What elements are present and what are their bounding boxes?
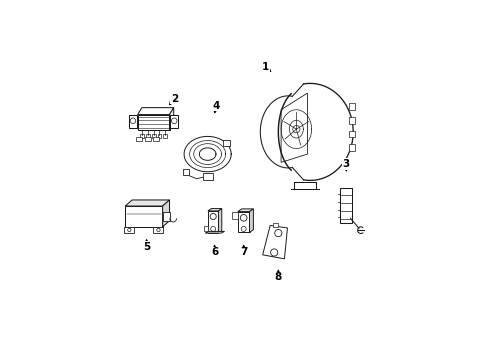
Polygon shape xyxy=(237,212,249,233)
Text: 7: 7 xyxy=(240,245,247,257)
Bar xyxy=(202,173,212,180)
Bar xyxy=(272,223,278,227)
Bar xyxy=(145,134,149,138)
Polygon shape xyxy=(281,93,307,162)
Polygon shape xyxy=(163,212,169,221)
Bar xyxy=(340,188,351,223)
Polygon shape xyxy=(125,200,169,206)
Bar xyxy=(348,131,354,138)
Polygon shape xyxy=(128,115,137,128)
Polygon shape xyxy=(207,211,218,233)
Text: 4: 4 xyxy=(212,100,219,113)
Bar xyxy=(153,227,163,233)
Text: 6: 6 xyxy=(210,245,218,257)
Polygon shape xyxy=(169,108,173,130)
Text: 1: 1 xyxy=(262,62,270,72)
Bar xyxy=(153,137,159,141)
Bar xyxy=(183,169,188,175)
Bar xyxy=(203,226,207,231)
Bar xyxy=(144,137,150,141)
Text: 5: 5 xyxy=(143,240,150,252)
Bar xyxy=(163,134,167,138)
Polygon shape xyxy=(237,209,253,212)
Text: 8: 8 xyxy=(274,270,282,283)
Polygon shape xyxy=(207,208,222,211)
Bar xyxy=(348,103,354,110)
Bar xyxy=(157,134,161,138)
Bar xyxy=(348,144,354,151)
Bar xyxy=(223,140,229,146)
Bar xyxy=(232,212,237,219)
Bar xyxy=(348,117,354,123)
Bar xyxy=(140,134,143,138)
Polygon shape xyxy=(218,208,222,233)
Polygon shape xyxy=(249,209,253,233)
Bar xyxy=(136,137,142,141)
Bar xyxy=(151,134,155,138)
Polygon shape xyxy=(138,108,173,114)
Text: 2: 2 xyxy=(169,94,178,105)
Polygon shape xyxy=(205,231,224,233)
Bar xyxy=(124,227,134,233)
Polygon shape xyxy=(125,206,163,227)
Text: 3: 3 xyxy=(342,159,349,171)
Polygon shape xyxy=(262,225,287,259)
Polygon shape xyxy=(163,200,169,227)
Polygon shape xyxy=(170,115,178,128)
